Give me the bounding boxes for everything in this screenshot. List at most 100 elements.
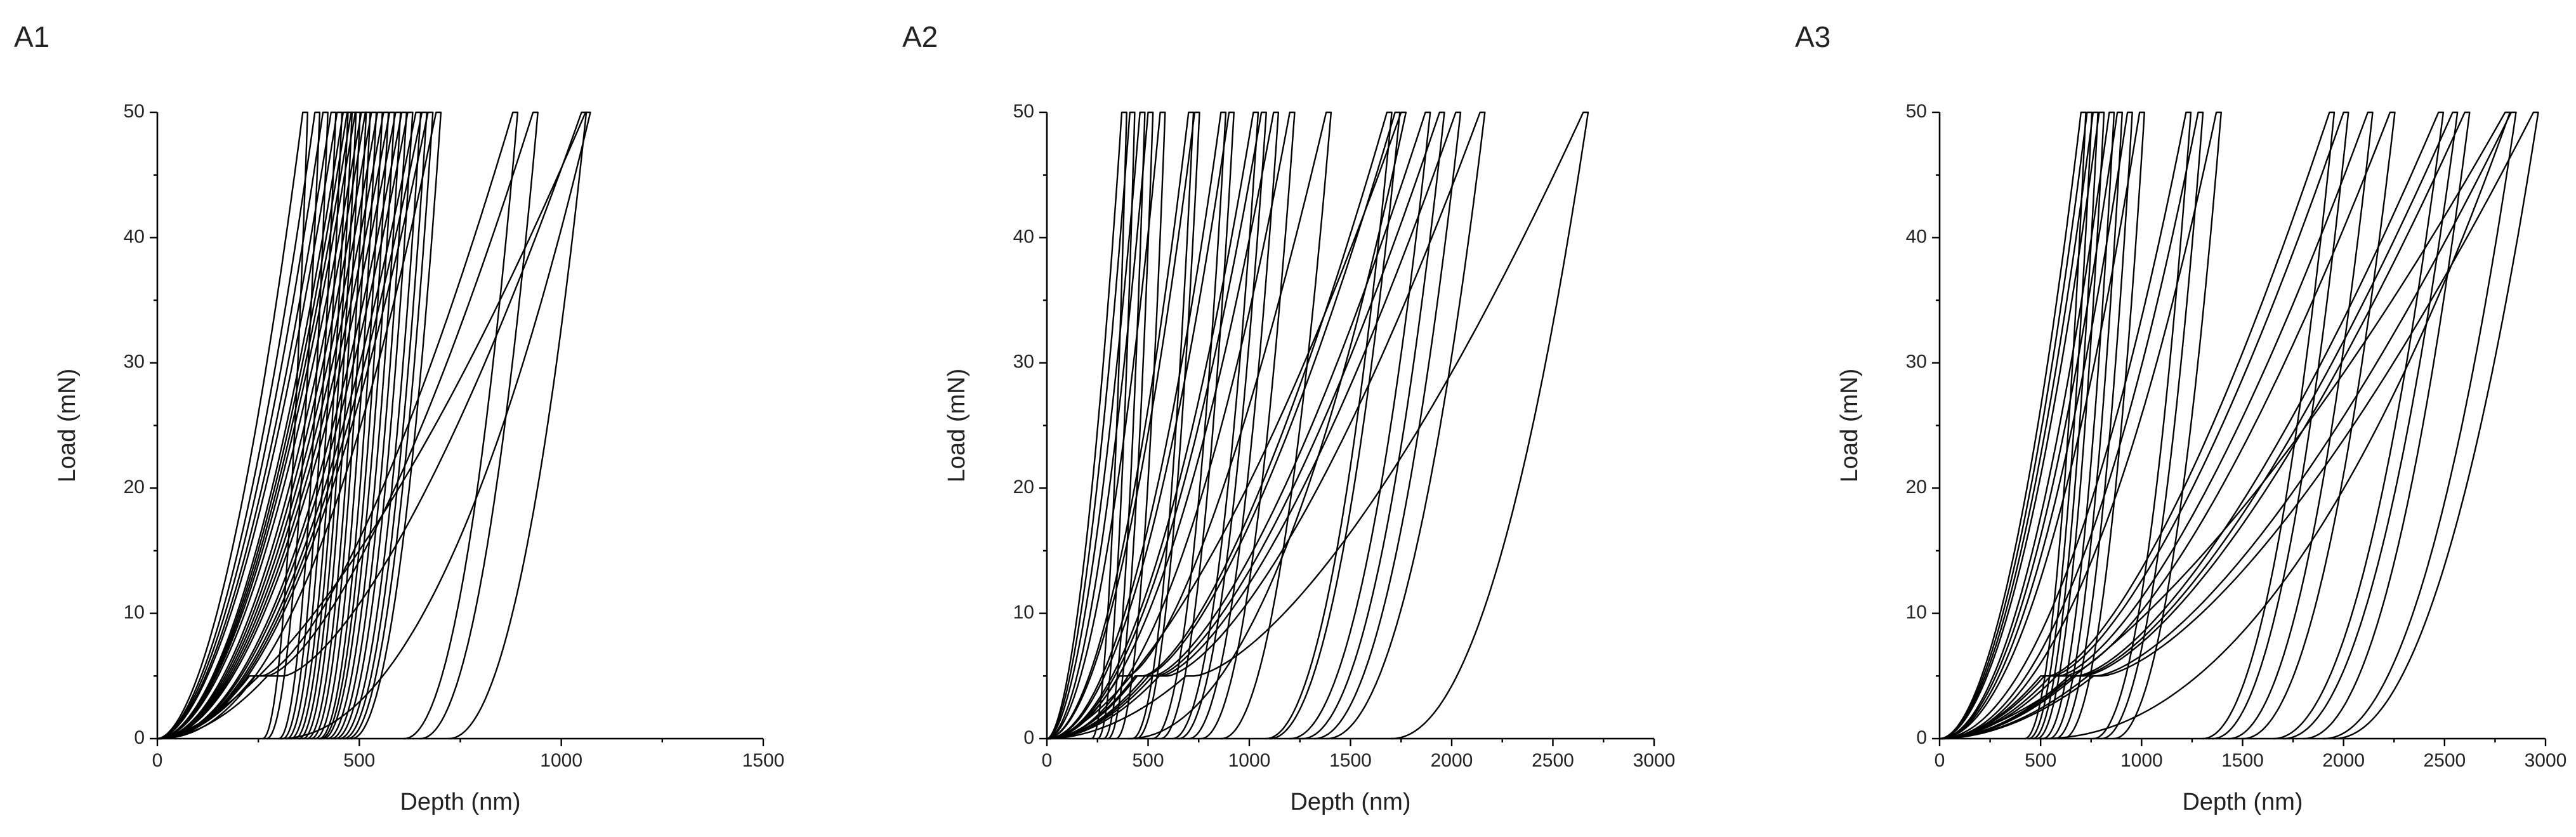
curve-12 [1940, 111, 2336, 740]
curve-24 [157, 111, 539, 740]
curve-group [1939, 111, 2539, 740]
curve-19 [1940, 111, 2517, 740]
x-tick-label: 500 [1132, 750, 1164, 771]
y-axis-title: Load (mN) [54, 369, 81, 483]
curve-13 [157, 111, 383, 740]
x-tick-label: 0 [152, 750, 163, 771]
curve-13 [1940, 111, 2349, 740]
curve-10 [157, 111, 367, 740]
y-tick-label: 20 [124, 477, 145, 498]
curve-21 [1047, 111, 1589, 740]
x-tick-label: 2500 [1532, 750, 1574, 771]
curve-12 [1046, 111, 1280, 740]
x-tick-label: 2000 [2322, 750, 2365, 771]
curve-18 [1940, 111, 2471, 740]
curve-5 [157, 111, 343, 740]
curve-20 [157, 111, 428, 740]
y-tick-label: 10 [124, 602, 145, 623]
y-tick-label: 40 [124, 226, 145, 247]
curve-3 [157, 111, 329, 740]
curve-23 [157, 111, 519, 740]
curve-11 [1046, 111, 1267, 740]
x-tick-label: 0 [1935, 750, 1945, 771]
y-tick-label: 20 [1013, 477, 1034, 498]
curve-1 [1046, 111, 1127, 740]
curve-9 [1046, 111, 1235, 740]
curve-19 [1047, 111, 1462, 740]
curve-22 [1046, 111, 1407, 740]
y-tick-label: 40 [1013, 226, 1034, 247]
curve-10 [1939, 111, 2204, 740]
x-tick-label: 500 [2025, 750, 2056, 771]
curve-17 [1047, 111, 1431, 740]
curve-20 [1940, 111, 2539, 740]
y-tick-label: 50 [1906, 101, 1927, 122]
curve-group [157, 111, 591, 740]
y-tick-label: 0 [1916, 727, 1927, 748]
curve-4 [157, 111, 337, 740]
panel-label: A3 [1795, 20, 1830, 53]
curve-18 [1047, 111, 1445, 740]
curve-16 [157, 111, 402, 740]
y-tick-label: 10 [1013, 602, 1034, 623]
panel-label: A1 [14, 20, 49, 53]
curve-7 [157, 111, 353, 740]
curve-8 [157, 111, 357, 740]
curve-6 [157, 111, 349, 740]
y-tick-label: 40 [1906, 226, 1927, 247]
curve-12 [157, 111, 378, 740]
x-tick-label: 3000 [1633, 750, 1676, 771]
y-axis-title: Load (mN) [1836, 369, 1863, 483]
panel-label: A2 [902, 20, 938, 53]
curve-21 [157, 111, 434, 740]
x-tick-label: 1000 [540, 750, 582, 771]
curve-9 [1939, 111, 2192, 740]
curve-16 [1940, 111, 2445, 740]
curve-26 [157, 111, 591, 740]
y-tick-label: 50 [124, 101, 145, 122]
curve-14 [157, 111, 390, 740]
x-tick-label: 1500 [1329, 750, 1372, 771]
y-tick-label: 50 [1013, 101, 1034, 122]
curve-18 [157, 111, 414, 740]
curve-16 [1047, 111, 1401, 740]
x-tick-label: 2000 [1431, 750, 1473, 771]
curve-11 [1939, 111, 2222, 740]
y-tick-label: 30 [1906, 352, 1927, 372]
curve-11 [157, 111, 371, 740]
curve-15 [157, 111, 395, 740]
y-tick-label: 0 [1023, 727, 1034, 748]
x-tick-label: 500 [343, 750, 375, 771]
x-axis-title: Depth (nm) [1290, 789, 1410, 815]
x-tick-label: 3000 [2525, 750, 2567, 771]
y-axis-title: Load (mN) [943, 369, 970, 483]
curve-2 [1046, 111, 1136, 740]
x-tick-label: 1000 [2120, 750, 2163, 771]
y-tick-label: 10 [1906, 602, 1927, 623]
curve-8 [1046, 111, 1227, 740]
x-axis-title: Depth (nm) [400, 789, 520, 815]
x-tick-label: 1500 [742, 750, 785, 771]
curve-20 [1047, 111, 1486, 740]
curve-21 [1939, 111, 2511, 740]
x-tick-label: 2500 [2423, 750, 2466, 771]
curve-17 [157, 111, 407, 740]
y-tick-label: 20 [1906, 477, 1927, 498]
x-tick-label: 1500 [2221, 750, 2264, 771]
curve-9 [157, 111, 361, 740]
y-tick-label: 30 [124, 352, 145, 372]
curve-19 [157, 111, 422, 740]
curve-group [1046, 111, 1589, 740]
curve-25 [157, 111, 588, 740]
x-tick-label: 0 [1042, 750, 1053, 771]
curve-14 [1940, 111, 2374, 740]
y-tick-label: 0 [134, 727, 145, 748]
x-axis-title: Depth (nm) [2182, 789, 2303, 815]
x-tick-label: 1000 [1228, 750, 1271, 771]
curve-4 [1046, 111, 1154, 740]
curve-3 [1046, 111, 1146, 740]
